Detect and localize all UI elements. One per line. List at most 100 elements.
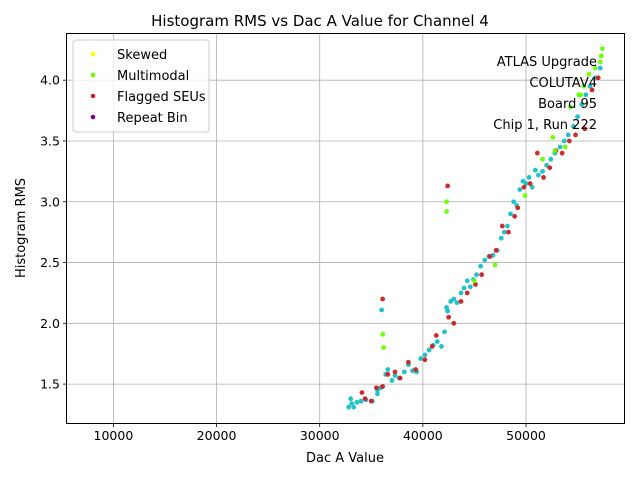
data-point-flagged	[589, 87, 595, 93]
data-point-multimodal	[598, 53, 604, 59]
y-tick-label: 2.0	[40, 316, 60, 331]
data-point-normal	[557, 144, 563, 150]
data-point-normal	[508, 211, 513, 217]
data-point-normal	[505, 223, 510, 229]
data-point-normal	[445, 308, 451, 314]
data-point-flagged	[406, 359, 411, 365]
data-point-normal	[540, 168, 545, 174]
data-point-normal	[517, 187, 523, 193]
data-point-flagged	[446, 314, 452, 320]
y-tick-label: 3.0	[40, 194, 60, 209]
x-tick-label: 30000	[300, 428, 340, 443]
data-point-normal	[561, 138, 567, 144]
data-point-flagged	[359, 390, 365, 396]
data-point-flagged	[493, 247, 499, 253]
data-point-normal	[532, 167, 538, 173]
data-point-normal	[349, 401, 355, 406]
plot-frame	[66, 33, 625, 424]
data-point-multimodal	[380, 331, 386, 337]
data-point-normal	[379, 307, 385, 313]
data-point-flagged	[368, 398, 374, 404]
data-point-normal	[523, 181, 529, 186]
data-point-flagged	[464, 290, 470, 296]
data-point-normal	[348, 396, 354, 402]
legend-label: Repeat Bin	[117, 111, 188, 126]
data-point-flagged	[559, 150, 565, 156]
data-point-normal	[464, 278, 470, 284]
data-point-flagged	[541, 175, 546, 180]
data-point-normal	[482, 257, 488, 263]
data-point-normal	[422, 352, 428, 358]
data-point-flagged	[380, 296, 386, 302]
y-axis-label: Histogram RMS	[14, 178, 29, 278]
annotation-line: ATLAS Upgrade	[497, 55, 597, 70]
data-point-flagged	[451, 320, 457, 326]
data-point-multimodal	[581, 83, 587, 89]
data-point-flagged	[512, 213, 518, 219]
data-point-normal	[461, 285, 467, 291]
data-point-normal	[478, 263, 484, 269]
data-point-normal	[401, 369, 407, 375]
data-point-multimodal	[597, 59, 603, 65]
data-point-normal	[583, 92, 589, 98]
data-point-flagged	[479, 272, 485, 278]
data-point-normal	[354, 399, 360, 405]
data-point-flagged	[385, 371, 391, 377]
data-point-multimodal	[381, 345, 387, 351]
y-tick-label: 4.0	[40, 73, 60, 88]
y-tick-label: 2.5	[40, 255, 60, 270]
legend-marker	[90, 93, 96, 99]
data-point-flagged	[573, 132, 578, 138]
x-tick-label: 40000	[403, 428, 443, 443]
data-point-multimodal	[552, 148, 558, 154]
legend-box	[72, 39, 210, 133]
data-point-multimodal	[444, 209, 449, 214]
data-point-flagged	[566, 138, 572, 144]
data-point-normal	[444, 305, 449, 310]
data-point-flagged	[380, 384, 386, 389]
data-point-flagged	[527, 181, 533, 186]
data-point-multimodal	[550, 134, 556, 140]
data-point-multimodal	[567, 104, 573, 110]
annotation-line: Chip 1, Run 222	[493, 118, 597, 133]
data-point-normal	[451, 296, 457, 302]
data-point-normal	[529, 184, 535, 190]
data-point-flagged	[595, 75, 601, 81]
data-point-normal	[375, 391, 380, 397]
data-point-multimodal	[472, 278, 477, 284]
data-point-flagged	[458, 299, 464, 304]
data-point-normal	[434, 339, 440, 344]
legend-marker	[90, 72, 96, 78]
data-point-flagged	[445, 183, 451, 189]
data-point-flagged	[433, 333, 439, 338]
x-tick-label: 50000	[506, 428, 546, 443]
data-point-normal	[467, 284, 473, 290]
data-point-flagged	[422, 357, 428, 363]
data-point-flagged	[521, 184, 527, 190]
data-point-normal	[458, 290, 464, 296]
data-point-multimodal	[492, 262, 498, 268]
data-point-normal	[389, 378, 395, 383]
data-point-multimodal	[592, 65, 598, 71]
data-point-flagged	[397, 375, 403, 381]
data-point-flagged	[392, 369, 398, 375]
data-point-normal	[426, 347, 432, 353]
y-tick-label: 1.5	[40, 377, 60, 392]
x-axis-label: Dac A Value	[306, 451, 384, 466]
plot-area	[346, 46, 605, 410]
data-point-multimodal	[562, 144, 568, 150]
data-point-normal	[501, 229, 507, 235]
data-point-normal	[392, 373, 398, 378]
data-point-flagged	[413, 367, 419, 372]
legend-label: Multimodal	[117, 69, 189, 84]
data-point-normal	[587, 83, 593, 89]
data-point-normal	[439, 344, 444, 349]
data-point-flagged	[362, 396, 368, 402]
data-point-multimodal	[578, 92, 584, 98]
data-point-multimodal	[444, 199, 449, 205]
data-point-flagged	[499, 223, 505, 229]
data-point-normal	[579, 102, 585, 107]
annotation-line: Board 95	[538, 97, 597, 112]
data-point-normal	[575, 114, 580, 120]
